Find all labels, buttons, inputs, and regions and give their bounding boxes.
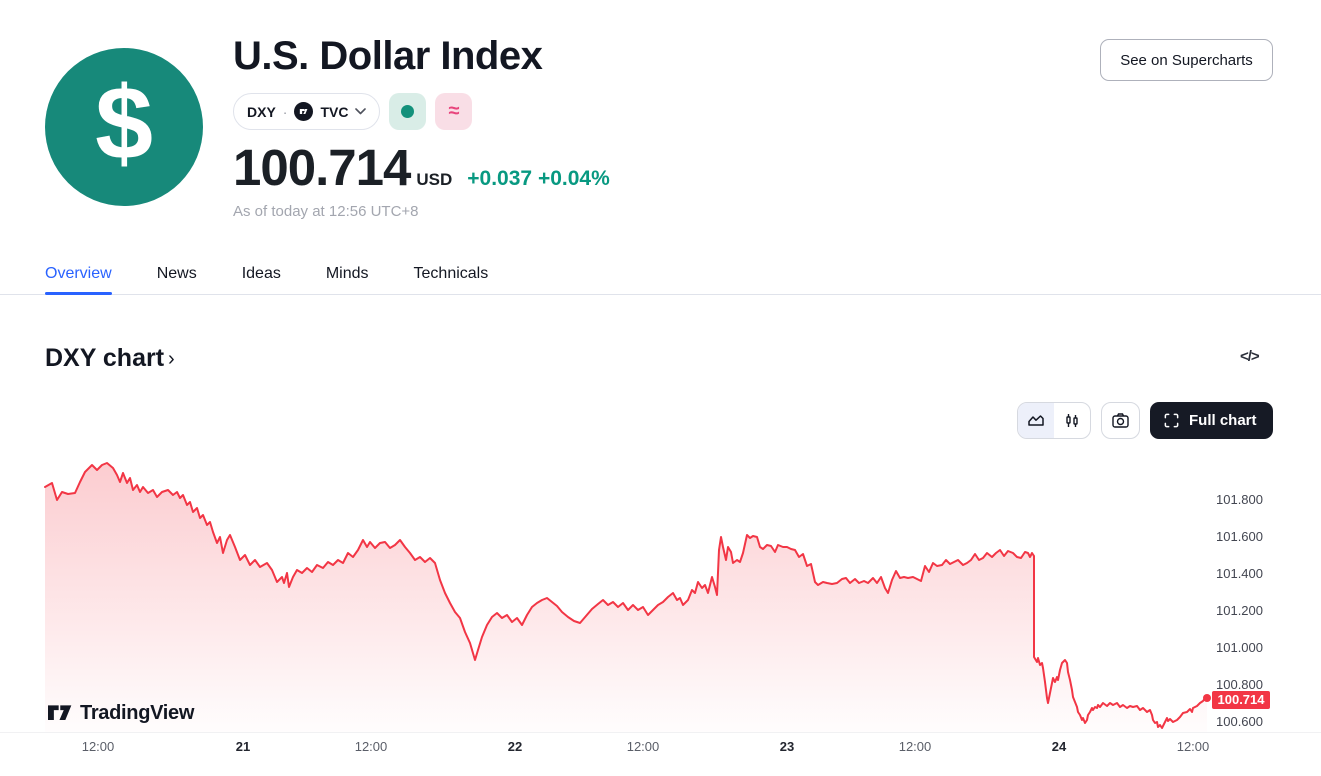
time-axis[interactable]: 12:00 21 12:00 22 12:00 23 12:00 24 12:00 [0,739,1321,755]
tab-technicals[interactable]: Technicals [413,265,489,282]
time-axis-day-label: 24 [1051,739,1067,754]
full-chart-label: Full chart [1189,412,1257,429]
candles-chart-button[interactable] [1054,403,1090,438]
price-axis-label: 101.200 [1216,603,1263,618]
chart-section-link[interactable]: DXY chart › [45,344,175,373]
time-axis-time-label: 12:00 [898,739,932,754]
tradingview-logo[interactable]: TradingView [48,702,194,725]
price-change: +0.037 +0.04% [467,167,609,191]
symbol-ticker: DXY [247,103,276,120]
price-axis[interactable]: 101.800 101.600 101.400 101.200 101.000 100.8… [1213,450,1263,740]
time-axis-time-label: 12:00 [1176,739,1210,754]
price-line [44,462,1208,729]
tab-news[interactable]: News [156,265,197,282]
symbol-selector[interactable]: DXY · TVC [233,93,381,130]
chart-section-title: DXY chart [45,344,165,372]
currency-label: USD [416,170,453,189]
price-area-fill [45,463,1207,733]
change-absolute: +0.037 [467,167,533,190]
tradingview-mark-icon [48,704,72,720]
approx-icon: ≈ [448,100,460,122]
price-row: 100.714 USD +0.037 +0.04% [233,139,610,196]
price-axis-label: 101.800 [1216,492,1263,507]
tab-minds[interactable]: Minds [325,265,369,282]
see-on-supercharts-button[interactable]: See on Supercharts [1100,39,1273,81]
chart-type-switch [1017,402,1091,439]
price-axis-label: 101.000 [1216,640,1263,655]
price-axis-label: 100.600 [1216,714,1263,729]
embed-code-icon[interactable]: </> [1240,348,1260,365]
last-price-axis-badge: 100.714 [1212,691,1270,709]
dollar-glyph: $ [95,66,153,182]
page-title: U.S. Dollar Index [233,34,543,78]
as-of-timestamp: As of today at 12:56 UTC+8 [233,203,419,220]
time-axis-time-label: 12:00 [626,739,660,754]
last-price-dot [1203,694,1211,702]
snapshot-button[interactable] [1101,402,1140,439]
area-chart-button[interactable] [1018,403,1054,438]
time-axis-day-label: 21 [235,739,251,754]
full-chart-button[interactable]: Full chart [1150,402,1273,439]
similar-symbols-button[interactable]: ≈ [435,93,473,130]
last-price: 100.714 [233,139,411,196]
chevron-down-icon [355,108,367,115]
chart-controls: Full chart [1017,402,1273,439]
time-axis-time-label: 12:00 [354,739,388,754]
candles-icon [1066,413,1078,427]
symbol-logo: $ [45,48,203,206]
time-axis-day-label: 23 [779,739,795,754]
price-axis-label: 101.400 [1216,566,1263,581]
change-percent: +0.04% [537,167,610,190]
fullscreen-icon [1164,413,1179,428]
tab-ideas[interactable]: Ideas [241,265,281,282]
symbol-row: DXY · TVC ≈ [233,93,473,130]
price-axis-label: 100.800 [1216,677,1263,692]
market-status-button[interactable] [389,93,427,130]
time-axis-separator [0,732,1321,733]
time-axis-time-label: 12:00 [81,739,115,754]
area-chart-icon [1028,414,1044,426]
tab-overview[interactable]: Overview [45,257,112,295]
tradingview-mini-icon [294,102,314,121]
tab-bar: Overview News Ideas Minds Technicals [0,257,1321,295]
camera-icon [1112,413,1129,428]
price-chart[interactable] [0,450,1321,740]
price-axis-label: 101.600 [1216,529,1263,544]
dot-separator: · [282,103,288,120]
time-axis-day-label: 22 [507,739,523,754]
exchange-label: TVC [320,103,349,120]
market-open-dot-icon [401,105,415,118]
chevron-right-icon: › [168,348,175,370]
tradingview-wordmark: TradingView [80,702,195,724]
